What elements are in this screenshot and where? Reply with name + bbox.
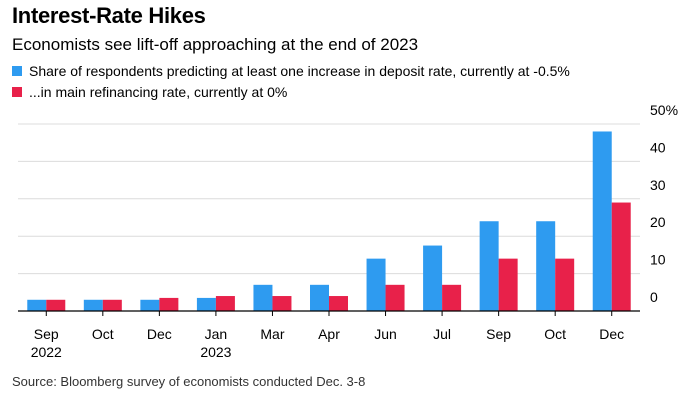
bar-deposit — [83, 299, 103, 311]
bar-deposit — [423, 245, 443, 311]
bar-refi — [272, 296, 292, 311]
legend-swatch-deposit — [12, 66, 22, 76]
legend-label-deposit: Share of respondents predicting at least… — [29, 63, 570, 79]
bar-refi — [555, 258, 575, 311]
legend-label-refi: ...in main refinancing rate, currently a… — [29, 84, 288, 100]
x-tick-label: Jun — [374, 326, 397, 342]
x-tick-label: Jan — [205, 326, 228, 342]
y-tick-label: 20 — [650, 214, 666, 230]
bar-deposit — [196, 297, 216, 311]
y-tick-label: 0 — [650, 289, 658, 305]
y-tick-label: 50% — [650, 102, 678, 118]
source-note: Source: Bloomberg survey of economists c… — [12, 374, 366, 389]
bar-deposit — [253, 284, 273, 311]
bar-refi — [442, 284, 462, 311]
bar-refi — [46, 299, 66, 311]
bar-refi — [385, 284, 405, 311]
bar-deposit — [479, 221, 499, 311]
bar-deposit — [366, 258, 386, 311]
y-tick-label: 30 — [650, 177, 666, 193]
y-tick-label: 10 — [650, 252, 666, 268]
chart-title: Interest-Rate Hikes — [12, 3, 206, 28]
x-tick-label: Oct — [544, 326, 566, 342]
x-tick-year-label: 2022 — [31, 344, 62, 360]
legend-item-deposit: Share of respondents predicting at least… — [12, 63, 570, 79]
bar-deposit — [592, 131, 612, 311]
legend-swatch-refi — [12, 87, 22, 97]
chart-subtitle: Economists see lift-off approaching at t… — [12, 35, 419, 54]
x-tick-label: Mar — [260, 326, 284, 342]
x-tick-label: Dec — [147, 326, 172, 342]
bar-deposit — [536, 221, 556, 311]
bar-refi — [102, 299, 122, 311]
legend-item-refi: ...in main refinancing rate, currently a… — [12, 84, 287, 100]
bar-refi — [159, 297, 179, 311]
bar-deposit — [310, 284, 329, 311]
bar-refi — [498, 258, 518, 311]
bar-refi — [329, 296, 348, 311]
x-tick-label: Oct — [92, 326, 114, 342]
x-tick-label: Sep — [34, 326, 59, 342]
y-tick-label: 40 — [650, 139, 666, 155]
x-tick-label: Jul — [433, 326, 451, 342]
x-tick-label: Dec — [599, 326, 624, 342]
x-tick-label: Sep — [486, 326, 511, 342]
x-tick-label: Apr — [318, 326, 340, 342]
bar-refi — [611, 202, 631, 311]
bar-refi — [215, 296, 235, 311]
x-tick-year-label: 2023 — [200, 344, 231, 360]
bar-deposit — [27, 299, 47, 311]
bar-deposit — [140, 299, 160, 311]
